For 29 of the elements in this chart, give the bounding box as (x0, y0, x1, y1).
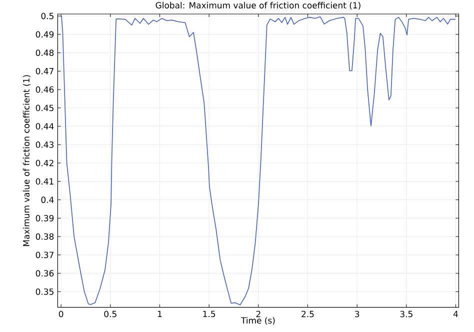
y-tick-label: 0.45 (36, 104, 54, 112)
y-tick-label: 0.35 (36, 288, 54, 295)
y-tick-label: 0.39 (36, 214, 54, 222)
x-axis-title: Time (s) (240, 317, 275, 325)
x-tick-label: 3 (355, 310, 360, 318)
y-tick-label: 0.5 (41, 12, 54, 20)
x-tick-label: 0 (58, 310, 64, 318)
y-tick-label: 0.38 (36, 233, 54, 240)
chart-title: Global: Maximum value of friction coefficient (1) (156, 2, 360, 10)
x-tick-label: 2 (256, 310, 260, 318)
x-tick-label: 4 (453, 310, 458, 317)
x-tick-label: 1 (158, 310, 162, 317)
y-tick-label: 0.4 (41, 196, 54, 203)
y-tick-label: 0.43 (36, 141, 54, 148)
y-tick-label: 0.49 (36, 31, 54, 38)
x-tick-label: 2.5 (302, 310, 314, 318)
y-tick-label: 0.47 (36, 68, 54, 74)
y-tick-label: 0.42 (36, 160, 54, 166)
x-tick-label: 3.5 (400, 310, 412, 318)
y-tick-label: 0.44 (36, 123, 54, 130)
y-tick-label: 0.48 (36, 50, 54, 56)
y-tick-label: 0.46 (36, 86, 54, 93)
y-tick-label: 0.37 (36, 252, 54, 258)
y-tick-label: 0.41 (36, 178, 54, 185)
x-tick-label: 0.5 (104, 310, 116, 318)
line-series (61, 16, 456, 306)
y-tick-label: 0.36 (36, 270, 54, 277)
y-axis-title: Maximum value of friction coefficient (1) (22, 75, 30, 246)
x-tick-label: 1.5 (203, 310, 216, 318)
